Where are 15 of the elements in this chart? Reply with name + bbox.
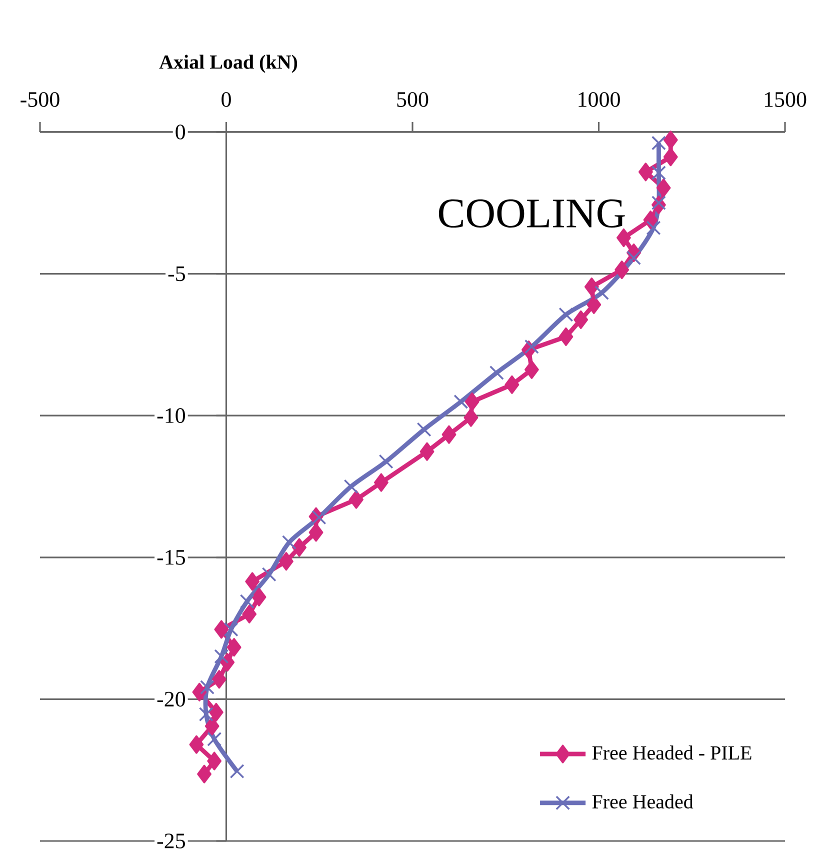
y-tick-label: -10 [157,408,186,424]
x-tick-label: 0 [222,92,231,107]
y-tick-label: -20 [157,692,186,707]
x-tick-label: 1000 [578,92,620,107]
x-tick-label: -500 [20,92,60,107]
y-tick-label: -15 [157,550,185,565]
x-tick-label: 1500 [764,92,806,107]
legend-label: Free Headed [592,794,694,809]
legend-label: Free Headed - PILE [592,746,752,760]
annotation: COOLING [438,199,625,228]
y-tick-label: 0 [176,124,186,140]
x-axis-title: Axial Load (kN) [159,54,298,73]
y-tick-label: -25 [157,834,185,848]
y-tick-label: -5 [168,266,185,282]
x-tick-label: 500 [397,92,428,107]
